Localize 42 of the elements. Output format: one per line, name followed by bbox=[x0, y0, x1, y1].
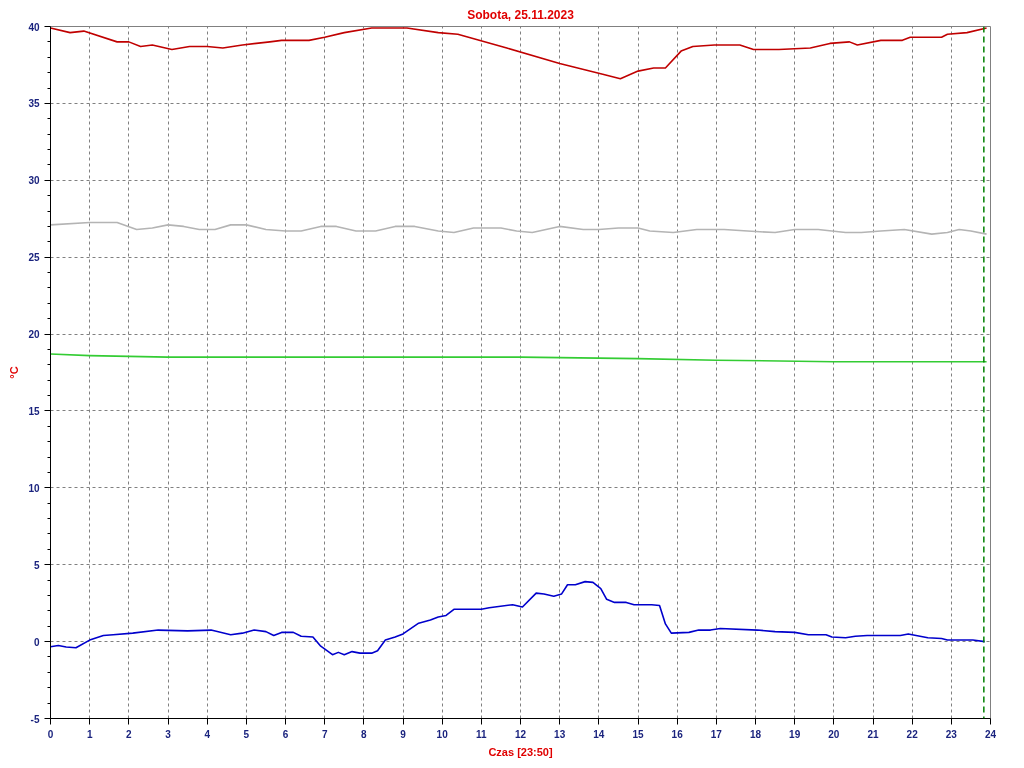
x-tick-label: 6 bbox=[282, 728, 289, 740]
line-series bbox=[50, 580, 986, 656]
x-tick-label: 15 bbox=[632, 728, 644, 740]
y-tick-label: 20 bbox=[28, 329, 40, 341]
line-series bbox=[50, 221, 988, 235]
x-tick-label: 24 bbox=[984, 728, 997, 740]
x-tick-label: 23 bbox=[945, 728, 958, 740]
x-tick-label: 12 bbox=[514, 728, 527, 740]
x-tick-label: 22 bbox=[906, 728, 919, 740]
x-tick-label: 2 bbox=[126, 728, 133, 740]
x-tick-label: 21 bbox=[867, 728, 879, 740]
x-tick-label: 5 bbox=[243, 728, 250, 740]
x-tick-label: 0 bbox=[47, 728, 54, 740]
x-tick-label: 9 bbox=[400, 728, 407, 740]
y-tick-label: 25 bbox=[28, 252, 40, 264]
y-tick-label: 10 bbox=[28, 482, 40, 494]
x-axis-title: Czas [23:50] bbox=[488, 745, 553, 758]
x-tick-label: 20 bbox=[828, 728, 840, 740]
x-tick-label: 10 bbox=[436, 728, 449, 740]
x-tick-label: 19 bbox=[789, 728, 801, 740]
line-series bbox=[50, 27, 988, 80]
x-tick-label: 11 bbox=[476, 728, 488, 740]
y-tick-label: 5 bbox=[33, 559, 40, 571]
y-tick-label: 15 bbox=[28, 405, 40, 417]
y-tick-label: 35 bbox=[28, 98, 40, 110]
x-tick-label: 8 bbox=[361, 728, 368, 740]
x-tick-label: 13 bbox=[554, 728, 566, 740]
y-tick-label: -5 bbox=[30, 713, 40, 725]
x-tick-label: 17 bbox=[710, 728, 723, 740]
y-tick-label: 0 bbox=[33, 636, 40, 648]
x-tick-label: 18 bbox=[749, 728, 762, 740]
x-tick-label: 1 bbox=[86, 728, 93, 740]
x-tick-label: 14 bbox=[593, 728, 605, 740]
x-tick-label: 3 bbox=[165, 728, 172, 740]
x-tick-label: 16 bbox=[671, 728, 684, 740]
x-tick-label: 7 bbox=[321, 728, 328, 740]
chart-title: Sobota, 25.11.2023 bbox=[467, 7, 575, 22]
y-axis-title: °C bbox=[8, 366, 21, 379]
line-series bbox=[50, 353, 988, 363]
x-tick-label: 4 bbox=[204, 728, 211, 740]
y-tick-label: 30 bbox=[28, 175, 40, 187]
y-tick-label: 40 bbox=[28, 21, 40, 33]
